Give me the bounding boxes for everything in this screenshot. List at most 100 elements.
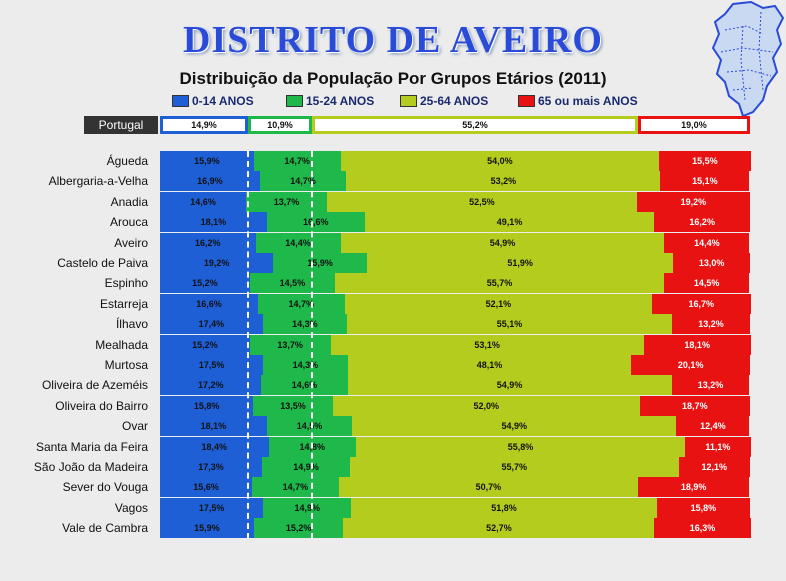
bar-label-0-14: 15,2% <box>192 339 218 350</box>
bar-label-0-14: 17,2% <box>197 380 224 391</box>
row-label: Aveiro <box>114 235 148 250</box>
bar-segment-65plus <box>676 416 750 437</box>
bar-label-25-64: 55,7% <box>486 278 513 289</box>
bar-label-15-24: 14,4% <box>285 237 311 248</box>
reference-label: Portugal <box>84 116 158 134</box>
bar-label-25-64: 55,7% <box>501 462 528 472</box>
legend-label-65plus: 65 ou mais ANOS <box>538 94 638 108</box>
bar-label-15-24: 14,5% <box>296 421 323 432</box>
bar-label-0-14: 15,6% <box>193 482 219 493</box>
bar-label-15-24: 14,7% <box>282 482 309 493</box>
bar-segment-25-64 <box>351 497 657 518</box>
bar-segment-65plus <box>659 151 751 171</box>
bar-label-25-64: 55,1% <box>496 319 523 330</box>
bar-label-0-14: 17,3% <box>198 462 224 472</box>
bar-label-15-24: 14,6% <box>291 380 318 391</box>
bar-segment-25-64 <box>343 518 655 539</box>
bar-segment-0-14 <box>160 518 254 539</box>
bar-segment-15-24 <box>257 293 345 314</box>
bar-segment-0-14 <box>160 436 269 457</box>
legend-swatch-65plus <box>518 95 535 107</box>
bar-label-0-14: 16,2% <box>195 237 221 248</box>
row-label: Ovar <box>121 419 148 434</box>
bar-segment-25-64 <box>330 334 644 355</box>
bar-segment-15-24 <box>253 151 341 171</box>
bar-label-65plus: 16,7% <box>688 298 715 309</box>
bar-segment-15-24 <box>266 212 365 233</box>
bar-label-15-24: 14,7% <box>284 156 310 166</box>
reference-line <box>246 151 249 539</box>
row-label: Estarreja <box>99 296 148 311</box>
bar-segment-15-24 <box>249 273 336 294</box>
row-label: Murtosa <box>104 358 148 372</box>
bar-label-25-64: 50,7% <box>475 482 502 493</box>
bar-segment-65plus <box>631 355 750 375</box>
bar-label-25-64: 49,1% <box>496 217 523 228</box>
bar-segment-65plus <box>656 497 750 518</box>
bar-label-25-64: 52,7% <box>486 523 512 534</box>
bar-segment-0-14 <box>160 232 256 253</box>
bar-label-25-64: 54,9% <box>501 421 528 432</box>
legend-label-15-24: 15-24 ANOS <box>306 94 375 108</box>
district-map-icon <box>711 0 785 118</box>
bar-label-0-14: 14,6% <box>190 196 216 207</box>
bar-label-25-64: 54,9% <box>496 380 523 391</box>
bar-label-65plus: 15,1% <box>692 176 718 187</box>
bar-label-0-14: 17,5% <box>198 502 225 513</box>
bar-label-15-24: 13,7% <box>273 196 300 207</box>
bar-segment-65plus <box>673 253 750 273</box>
bar-segment-65plus <box>664 232 750 253</box>
bar-segment-25-64 <box>340 151 660 171</box>
bar-segment-15-24 <box>259 171 347 192</box>
bar-label-65plus: 13,2% <box>698 319 724 330</box>
bar-segment-0-14 <box>160 457 263 477</box>
row-label: Espinho <box>104 276 148 291</box>
bar-label-0-14: 18,1% <box>200 217 227 228</box>
bar-label-15-24: 13,5% <box>280 400 306 411</box>
reference-segment-25-64: 55,2% <box>312 116 638 134</box>
bar-segment-65plus <box>639 395 750 416</box>
bar-segment-0-14 <box>160 171 260 192</box>
bar-segment-65plus <box>672 314 750 335</box>
bar-segment-0-14 <box>160 314 263 335</box>
bar-segment-65plus <box>652 293 751 314</box>
reference-segment-0-14: 14,9% <box>160 116 248 134</box>
bar-segment-0-14 <box>160 191 247 212</box>
bar-segment-25-64 <box>338 477 638 498</box>
bar-segment-65plus <box>637 477 750 498</box>
bar-segment-65plus <box>685 436 751 457</box>
bar-segment-0-14 <box>160 334 250 355</box>
bar-segment-65plus <box>654 212 750 233</box>
bar-segment-0-14 <box>160 151 254 171</box>
bar-segment-15-24 <box>255 232 341 253</box>
bar-label-15-24: 14,9% <box>293 462 319 472</box>
bar-label-65plus: 13,0% <box>698 258 725 268</box>
bar-label-65plus: 18,1% <box>684 339 710 350</box>
bar-label-65plus: 12,4% <box>700 421 726 432</box>
row-label: Vagos <box>114 500 148 515</box>
bar-label-0-14: 15,9% <box>194 523 220 534</box>
bar-label-25-64: 54,0% <box>487 156 513 166</box>
bar-label-15-24: 14,7% <box>290 176 316 187</box>
bar-segment-65plus <box>660 171 750 192</box>
bar-segment-25-64 <box>347 314 673 335</box>
bar-segment-0-14 <box>160 497 264 518</box>
bar-segment-25-64 <box>355 436 686 457</box>
reference-segment-65plus: 19,0% <box>637 116 750 134</box>
bar-segment-25-64 <box>349 457 679 477</box>
bar-segment-15-24 <box>261 375 348 396</box>
row-label: Castelo de Paiva <box>57 256 148 270</box>
bar-segment-65plus <box>663 273 750 294</box>
bar-segment-0-14 <box>160 355 264 375</box>
bar-label-15-24: 13,7% <box>277 339 303 350</box>
bar-label-65plus: 14,4% <box>694 237 720 248</box>
bar-label-65plus: 15,5% <box>692 156 718 166</box>
bar-segment-25-64 <box>340 232 665 253</box>
bar-segment-25-64 <box>347 355 632 375</box>
bar-segment-15-24 <box>266 416 353 437</box>
bar-label-25-64: 51,9% <box>507 258 533 268</box>
bar-label-65plus: 11,1% <box>705 441 731 452</box>
bar-label-0-14: 15,8% <box>193 400 220 411</box>
bar-label-25-64: 52,1% <box>485 298 512 309</box>
bar-label-25-64: 53,2% <box>490 176 517 187</box>
